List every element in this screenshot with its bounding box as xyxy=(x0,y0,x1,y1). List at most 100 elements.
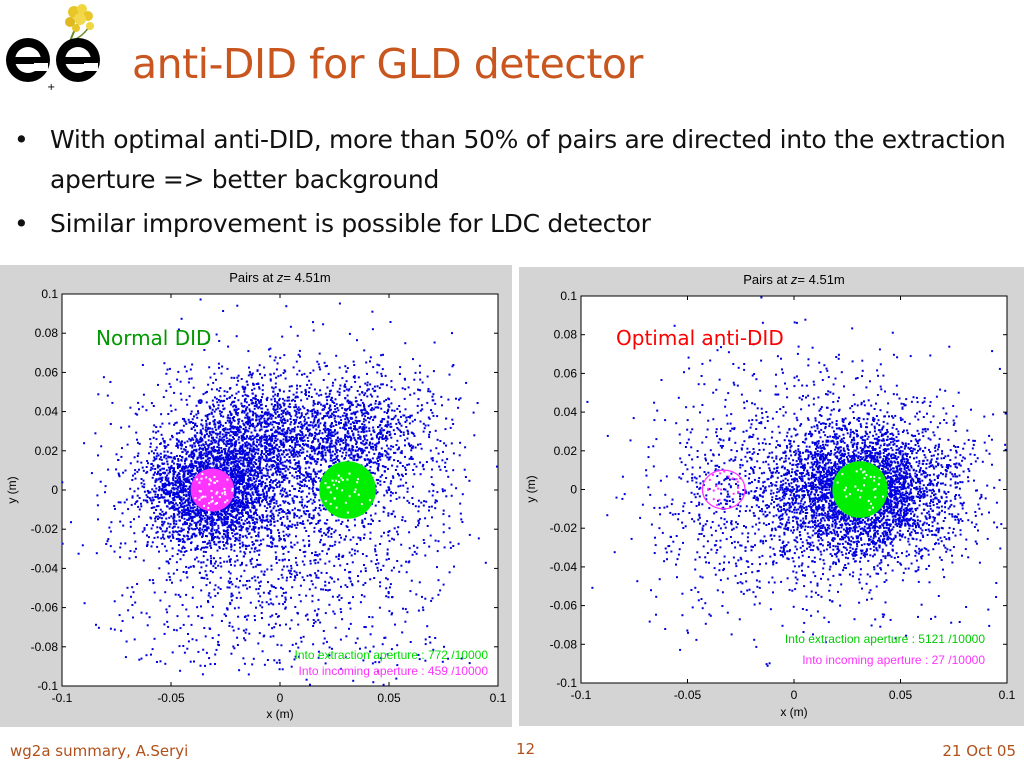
pair-point xyxy=(181,512,184,515)
pair-point xyxy=(273,411,276,414)
pair-point xyxy=(253,474,256,477)
pair-point xyxy=(322,642,325,645)
pair-point xyxy=(165,499,168,502)
pair-point xyxy=(372,419,375,421)
pair-point xyxy=(179,558,182,561)
pair-point xyxy=(282,450,285,452)
pair-point xyxy=(372,426,375,429)
pair-point xyxy=(361,423,364,426)
pair-point xyxy=(191,498,194,501)
pair-point xyxy=(335,421,338,424)
pair-point xyxy=(381,453,384,456)
pair-point xyxy=(237,422,240,425)
pair-point xyxy=(181,429,184,432)
pair-point xyxy=(398,496,401,499)
pair-point xyxy=(305,476,308,479)
pair-point xyxy=(272,426,275,429)
pair-point xyxy=(294,442,297,445)
pair-point xyxy=(210,453,213,456)
pair-point xyxy=(200,451,203,454)
pair-point xyxy=(239,512,242,514)
pair-point xyxy=(376,385,379,388)
pair-point xyxy=(286,509,289,512)
pair-point xyxy=(271,456,274,459)
pair-point xyxy=(193,415,195,418)
pair-point xyxy=(315,392,318,395)
pair-point xyxy=(431,457,434,460)
pair-point xyxy=(188,481,191,484)
pair-point xyxy=(194,460,197,463)
pair-point xyxy=(206,463,209,466)
pair-point xyxy=(364,392,367,395)
pair-point xyxy=(326,364,328,367)
pair-point xyxy=(300,439,303,442)
pair-point xyxy=(260,438,263,441)
pair-point xyxy=(314,481,317,483)
pair-point xyxy=(322,630,325,632)
pair-point xyxy=(297,443,300,446)
pair-point xyxy=(269,519,272,522)
pair-point xyxy=(170,410,173,413)
pair-point xyxy=(283,417,286,420)
pair-point xyxy=(83,442,86,445)
pair-point xyxy=(225,440,228,443)
pair-point xyxy=(262,467,265,470)
pair-point xyxy=(222,510,225,513)
pair-point xyxy=(296,384,298,387)
pair-point xyxy=(156,452,159,455)
pair-point xyxy=(381,455,384,458)
pair-point xyxy=(285,465,288,468)
pair-point xyxy=(160,442,162,445)
pair-point xyxy=(233,480,235,483)
pair-point xyxy=(316,433,319,436)
pair-point xyxy=(378,386,381,389)
pair-point xyxy=(375,462,378,465)
pair-point xyxy=(259,414,262,417)
pair-point xyxy=(359,447,362,450)
pair-point xyxy=(206,558,209,561)
pair-point xyxy=(346,408,349,410)
pair-point xyxy=(249,419,252,422)
pair-point xyxy=(276,457,279,460)
pair-point xyxy=(262,436,265,439)
pair-point xyxy=(377,442,380,445)
pair-point xyxy=(243,405,246,407)
pair-point xyxy=(174,480,177,483)
pair-point xyxy=(406,487,409,490)
pair-point xyxy=(274,386,277,389)
pair-point xyxy=(167,477,170,480)
pair-point xyxy=(208,430,211,433)
pair-point xyxy=(343,412,346,415)
pair-point xyxy=(339,564,342,567)
pair-point xyxy=(260,485,263,488)
pair-point xyxy=(329,425,332,427)
pair-point xyxy=(381,438,384,440)
pair-point xyxy=(361,428,364,430)
pair-point xyxy=(221,518,223,521)
pair-point xyxy=(224,459,226,462)
pair-point xyxy=(267,411,270,414)
pair-point xyxy=(145,466,148,468)
pair-point xyxy=(363,403,365,406)
pair-point xyxy=(296,477,299,480)
pair-point xyxy=(242,629,245,632)
pair-point xyxy=(282,500,285,503)
pair-point xyxy=(278,422,280,425)
pair-point xyxy=(371,407,374,410)
pair-point xyxy=(155,478,158,481)
pair-point xyxy=(183,489,186,492)
pair-point xyxy=(240,527,243,530)
pair-point xyxy=(229,419,232,422)
pair-point xyxy=(271,451,274,454)
pair-point xyxy=(273,494,276,497)
pair-point xyxy=(202,448,205,451)
pair-point xyxy=(285,491,288,494)
pair-point xyxy=(231,511,234,513)
pair-point xyxy=(249,510,252,513)
pair-point xyxy=(365,426,368,429)
pair-point xyxy=(315,416,318,419)
pair-point xyxy=(320,393,323,396)
pair-point xyxy=(283,490,286,493)
pair-point xyxy=(235,501,238,504)
pair-point xyxy=(263,434,266,437)
